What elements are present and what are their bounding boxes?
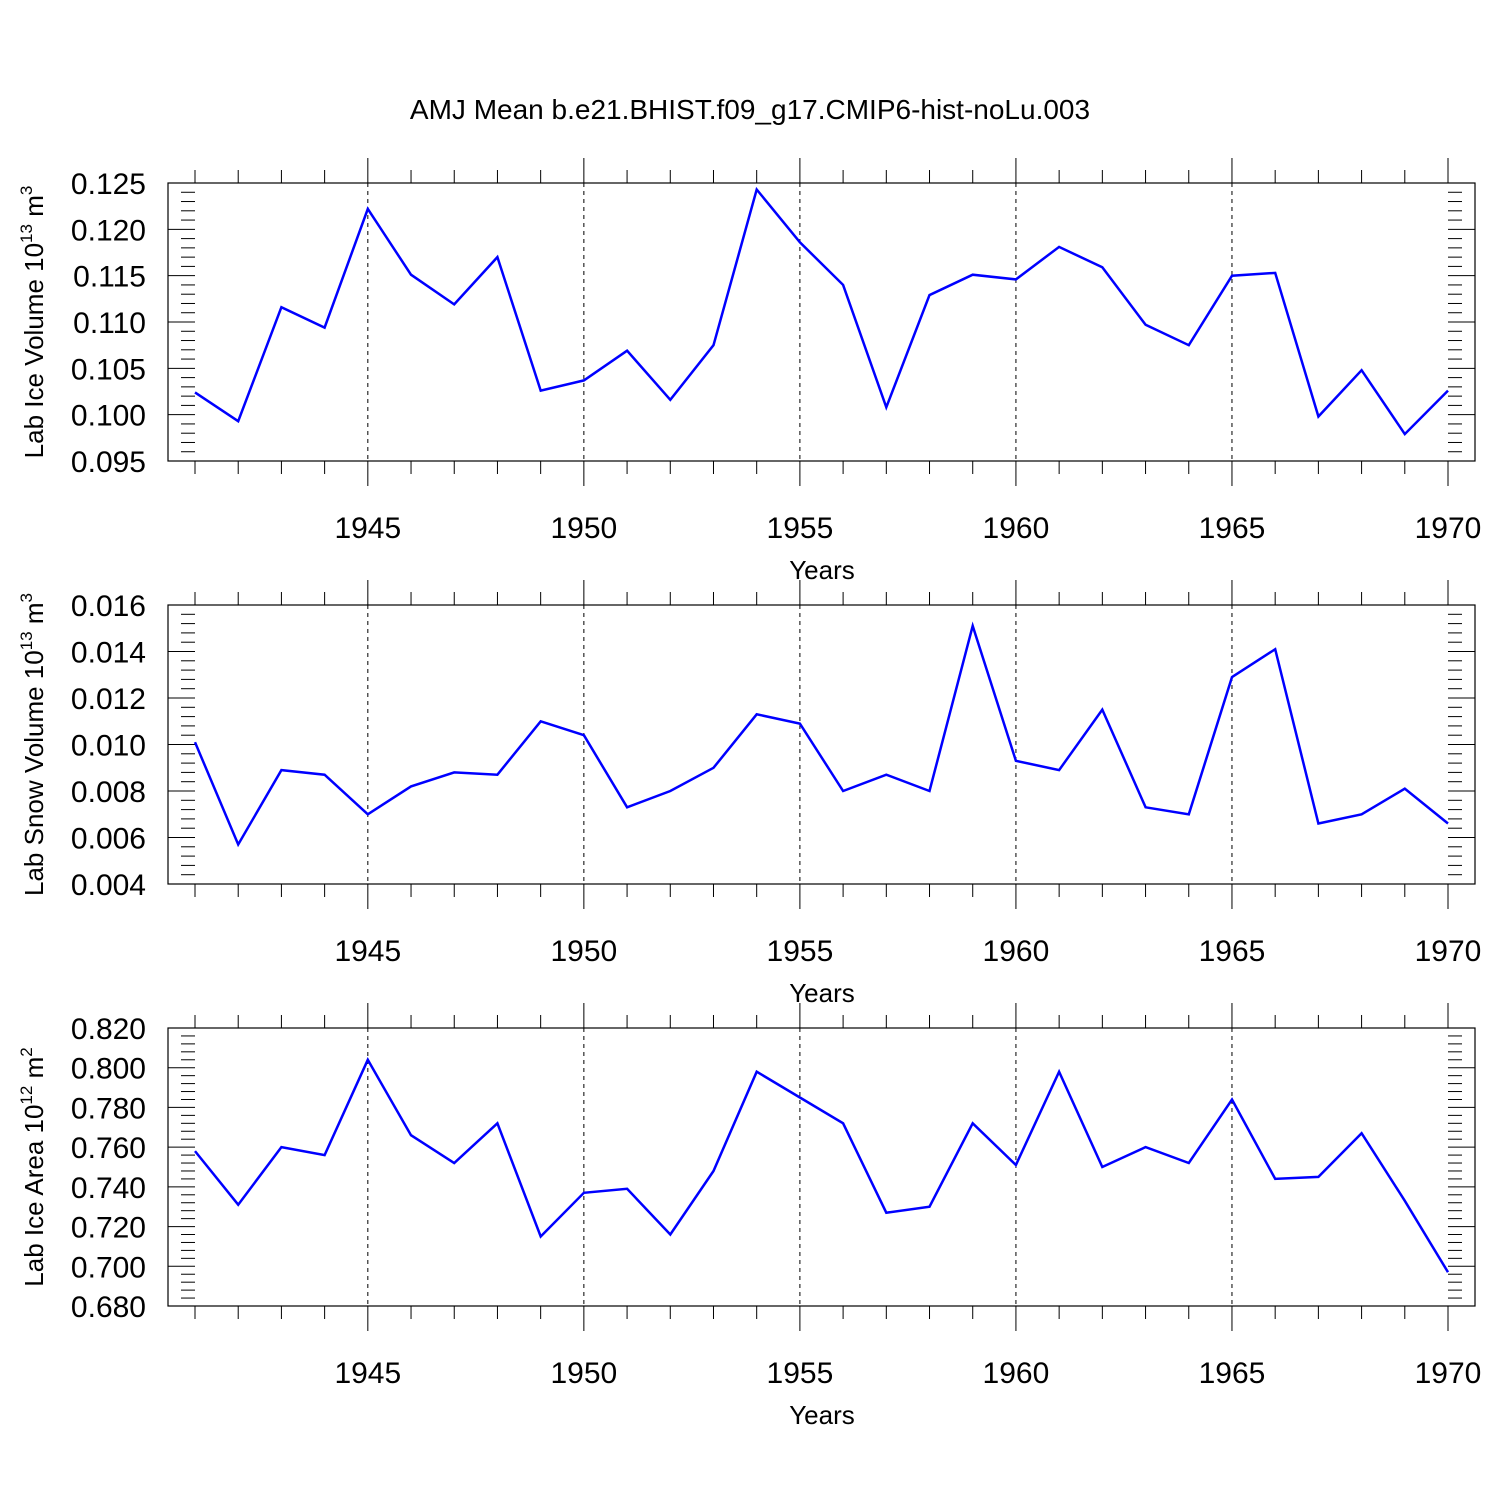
x-tick-label: 1945 — [334, 935, 401, 968]
x-tick-label: 1950 — [550, 512, 617, 545]
series-line — [194, 186, 1449, 437]
y-tick-label: 0.125 — [71, 168, 146, 201]
y-tick-label: 0.700 — [71, 1251, 146, 1284]
y-tick-label: 0.740 — [71, 1172, 146, 1205]
y-tick-label: 0.760 — [71, 1132, 146, 1165]
x-tick-label: 1970 — [1415, 512, 1482, 545]
y-axis-label: Lab Ice Volume 1013 m3 — [17, 186, 49, 459]
x-tick-label: 1965 — [1199, 1357, 1266, 1390]
y-tick-label: 0.110 — [73, 307, 146, 340]
y-tick-label: 0.095 — [71, 446, 146, 479]
x-tick-label: 1970 — [1415, 1357, 1482, 1390]
series-line — [194, 1057, 1450, 1273]
y-tick-label: 0.008 — [71, 776, 146, 809]
x-tick-label: 1945 — [334, 1357, 401, 1390]
y-tick-label: 0.012 — [71, 683, 146, 716]
x-tick-label: 1965 — [1199, 935, 1266, 968]
y-tick-label: 0.010 — [71, 730, 146, 763]
panel-lab-ice-area: 0.680 0.700 0.720 0.740 0.760 0.780 0.800 0.820… — [17, 1003, 1481, 1430]
x-axis-label: Years — [789, 978, 855, 1008]
y-tick-label: 0.115 — [73, 261, 146, 294]
x-tick-label: 1950 — [550, 1357, 617, 1390]
y-tick-label: 0.004 — [71, 869, 146, 902]
y-tick-label: 0.820 — [71, 1013, 146, 1046]
y-tick-label: 0.720 — [71, 1212, 146, 1245]
x-tick-label: 1960 — [983, 1357, 1050, 1390]
y-tick-label: 0.100 — [71, 400, 146, 433]
plot-frame — [167, 1027, 1476, 1307]
y-tick-label: 0.014 — [71, 637, 146, 670]
x-tick-label: 1955 — [767, 935, 834, 968]
x-axis-label: Years — [789, 1400, 855, 1430]
y-tick-label: 0.016 — [71, 590, 146, 623]
x-axis-label: Years — [789, 555, 855, 585]
panel-lab-ice-volume: 0.095 0.100 0.105 0.110 0.115 0.120 0.125 1945 1… — [17, 158, 1481, 585]
series-line — [193, 621, 1449, 848]
y-tick-label: 0.800 — [71, 1053, 146, 1086]
panel-lab-snow-volume: 0.004 0.006 0.008 0.010 0.012 0.014 0.016 1945 1… — [17, 580, 1481, 1008]
y-tick-label: 0.105 — [71, 353, 146, 386]
y-axis-label: Lab Snow Volume 1013 m3 — [17, 593, 49, 896]
x-tick-label: 1960 — [983, 935, 1050, 968]
y-axis-label: Lab Ice Area 1012 m2 — [17, 1047, 49, 1286]
x-tick-label: 1970 — [1415, 935, 1482, 968]
plot-frame — [167, 182, 1476, 462]
x-tick-label: 1955 — [767, 512, 834, 545]
y-tick-label: 0.680 — [71, 1291, 146, 1324]
figure-title: AMJ Mean b.e21.BHIST.f09_g17.CMIP6-hist-… — [410, 94, 1090, 125]
x-tick-label: 1960 — [983, 512, 1050, 545]
x-tick-label: 1965 — [1199, 512, 1266, 545]
plot-frame — [167, 604, 1476, 885]
y-tick-label: 0.780 — [71, 1092, 146, 1125]
y-tick-label: 0.006 — [71, 823, 146, 856]
x-tick-label: 1945 — [334, 512, 401, 545]
x-tick-label: 1950 — [550, 935, 617, 968]
y-tick-label: 0.120 — [71, 214, 146, 247]
x-tick-label: 1955 — [767, 1357, 834, 1390]
